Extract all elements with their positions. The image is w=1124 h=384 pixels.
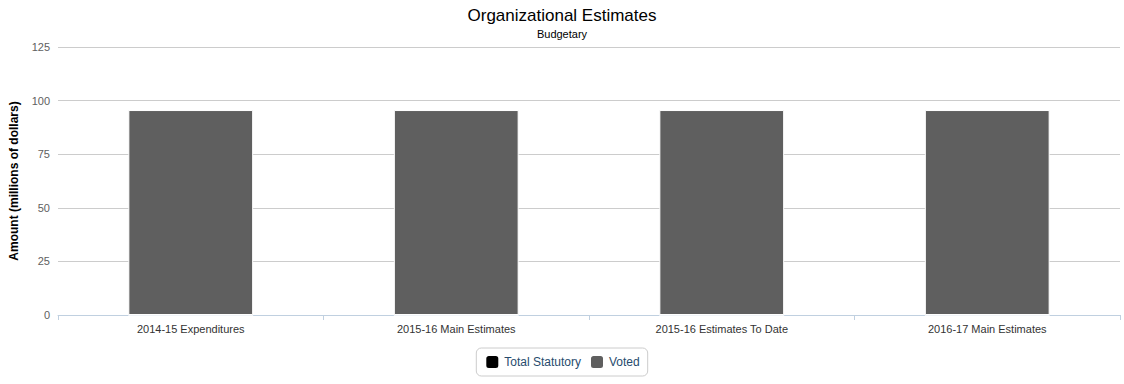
svg-text:0: 0 (44, 309, 50, 321)
svg-text:Amount (millions of dollars): Amount (millions of dollars) (7, 101, 21, 260)
svg-text:Total Statutory: Total Statutory (504, 355, 581, 369)
svg-text:125: 125 (32, 41, 50, 53)
svg-text:75: 75 (38, 148, 50, 160)
svg-text:25: 25 (38, 255, 50, 267)
svg-text:100: 100 (32, 95, 50, 107)
svg-text:2014-15 Expenditures: 2014-15 Expenditures (137, 323, 245, 335)
svg-text:Organizational Estimates: Organizational Estimates (468, 6, 657, 25)
svg-text:Voted: Voted (609, 355, 640, 369)
svg-text:2015-16 Estimates To Date: 2015-16 Estimates To Date (656, 323, 788, 335)
svg-text:2015-16 Main Estimates: 2015-16 Main Estimates (397, 323, 516, 335)
svg-text:50: 50 (38, 202, 50, 214)
svg-text:2016-17 Main Estimates: 2016-17 Main Estimates (928, 323, 1047, 335)
svg-text:Budgetary: Budgetary (537, 28, 588, 40)
